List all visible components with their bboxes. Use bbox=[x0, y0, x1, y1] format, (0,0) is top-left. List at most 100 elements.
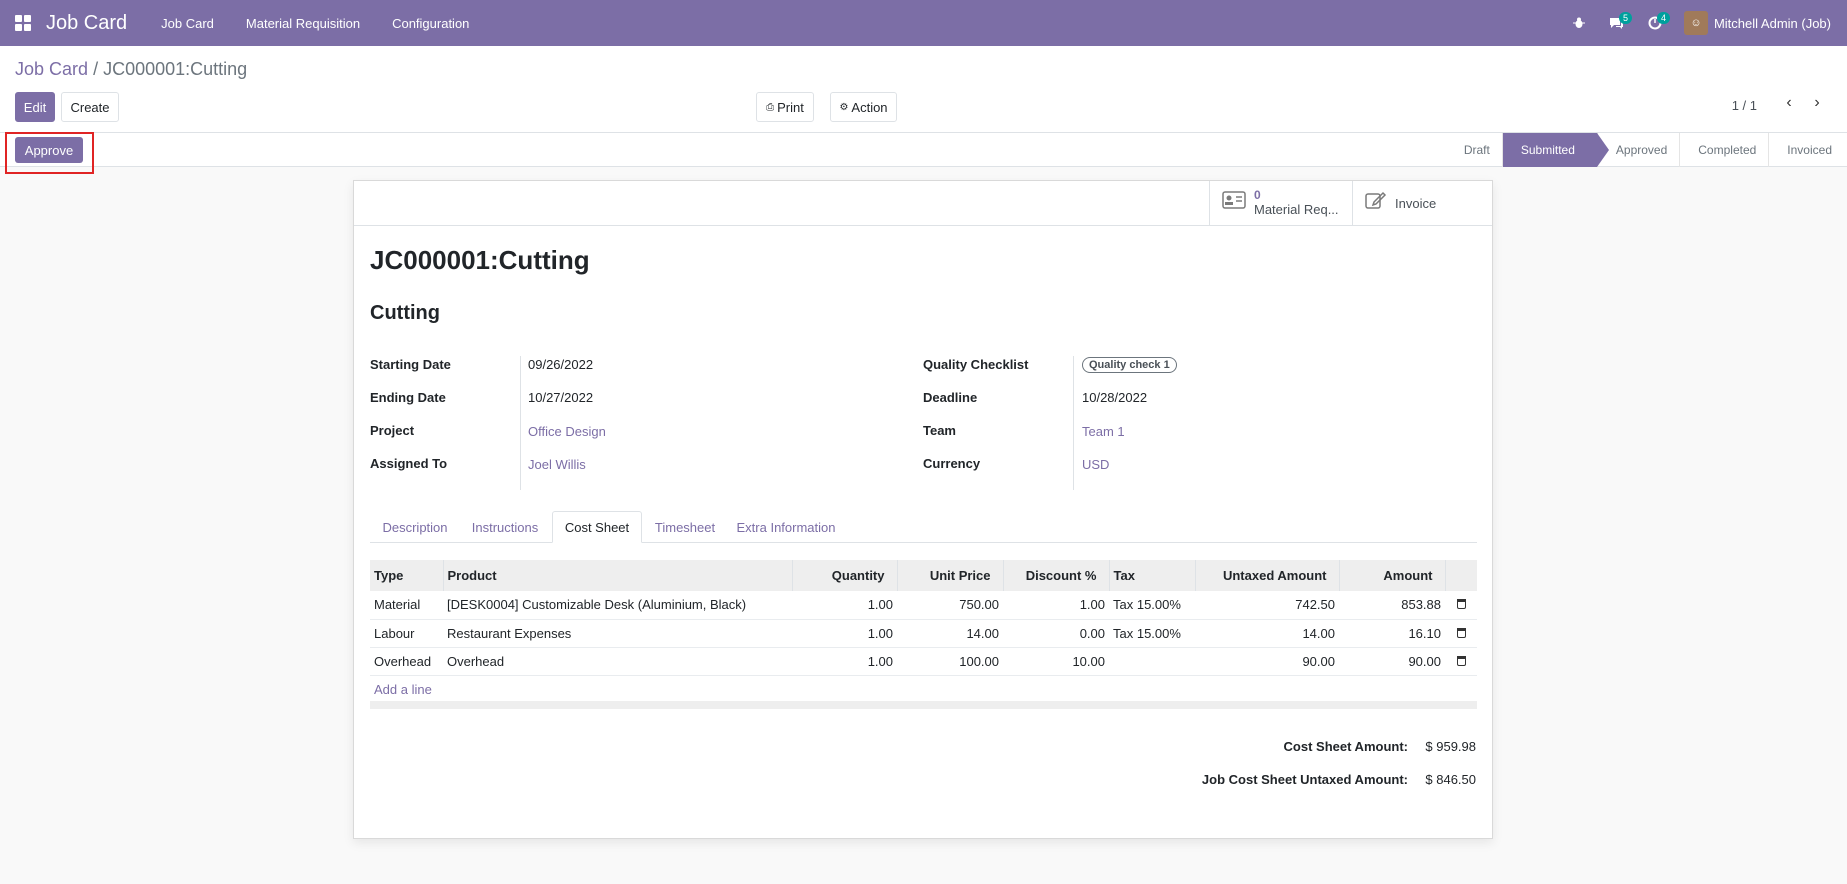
starting-date-label: Starting Date bbox=[370, 357, 451, 372]
cell-quantity: 1.00 bbox=[792, 647, 897, 676]
column-header-tax[interactable]: Tax bbox=[1109, 560, 1196, 591]
invoice-smart-button[interactable]: Invoice bbox=[1352, 181, 1493, 225]
pager-next-icon[interactable]: › bbox=[1814, 94, 1820, 111]
cell-quantity: 1.00 bbox=[792, 619, 897, 648]
material-requisition-label: Material Req... bbox=[1254, 202, 1339, 217]
edit-button[interactable]: Edit bbox=[15, 92, 55, 122]
app-title[interactable]: Job Card bbox=[46, 11, 128, 34]
material-requisition-smart-button[interactable]: 0 Material Req... bbox=[1209, 181, 1352, 225]
form-sheet: 0 Material Req... Invoice JC000001:Cutti… bbox=[353, 180, 1493, 839]
project-label: Project bbox=[370, 423, 415, 438]
action-button[interactable]: ⚙ Action bbox=[830, 92, 897, 122]
column-header-discount[interactable]: Discount % bbox=[1003, 560, 1110, 591]
top-navbar: Job Card Job Card Material Requisition C… bbox=[0, 0, 1847, 46]
cost-sheet-amount-value: $ 959.98 bbox=[1425, 739, 1476, 754]
trash-icon bbox=[1456, 627, 1466, 638]
stage-submitted[interactable]: Submitted bbox=[1502, 133, 1609, 167]
stage-completed[interactable]: Completed bbox=[1680, 133, 1770, 167]
cell-product: Overhead bbox=[443, 647, 792, 676]
team-field[interactable]: Team 1 bbox=[1082, 424, 1125, 439]
cell-amount: 16.10 bbox=[1339, 619, 1445, 648]
cell-tax: Tax 15.00% bbox=[1109, 591, 1195, 620]
table-row[interactable]: Overhead Overhead 1.00 100.00 10.00 90.0… bbox=[370, 647, 1477, 676]
breadcrumb-current: JC000001:Cutting bbox=[103, 59, 248, 79]
activities-icon[interactable]: 4 bbox=[1636, 0, 1674, 46]
breadcrumb-parent[interactable]: Job Card bbox=[15, 59, 89, 79]
smart-button-box: 0 Material Req... Invoice bbox=[354, 181, 1492, 226]
tab-description[interactable]: Description bbox=[382, 519, 448, 535]
add-a-line-link[interactable]: Add a line bbox=[374, 681, 432, 697]
untaxed-amount-label: Job Cost Sheet Untaxed Amount: bbox=[1201, 772, 1408, 787]
cell-untaxed-amount: 14.00 bbox=[1195, 619, 1339, 648]
user-name: Mitchell Admin (Job) bbox=[1713, 15, 1831, 31]
print-label: Print bbox=[777, 99, 804, 115]
deadline-field[interactable]: 10/28/2022 bbox=[1082, 390, 1148, 405]
table-row[interactable]: Labour Restaurant Expenses 1.00 14.00 0.… bbox=[370, 619, 1477, 648]
menu-job-card[interactable]: Job Card bbox=[161, 15, 214, 31]
stage-invoiced[interactable]: Invoiced bbox=[1787, 143, 1832, 157]
stage-approved[interactable]: Approved bbox=[1598, 133, 1681, 167]
currency-label: Currency bbox=[923, 456, 981, 471]
column-header-untaxed-amount[interactable]: Untaxed Amount bbox=[1195, 560, 1340, 591]
apps-menu-icon[interactable] bbox=[0, 0, 46, 46]
column-header-quantity[interactable]: Quantity bbox=[792, 560, 898, 591]
menu-configuration[interactable]: Configuration bbox=[392, 15, 470, 31]
column-header-product[interactable]: Product bbox=[443, 560, 793, 591]
cell-amount: 853.88 bbox=[1339, 591, 1445, 620]
currency-field[interactable]: USD bbox=[1082, 457, 1110, 472]
column-header-amount[interactable]: Amount bbox=[1339, 560, 1446, 591]
messages-badge: 5 bbox=[1618, 12, 1632, 24]
cell-type: Labour bbox=[370, 619, 443, 648]
add-line-row: Add a line bbox=[370, 675, 1477, 703]
starting-date-field[interactable]: 09/26/2022 bbox=[528, 357, 594, 372]
stage-draft[interactable]: Draft bbox=[1446, 133, 1503, 167]
cell-discount: 1.00 bbox=[1003, 591, 1109, 620]
delete-row-button[interactable] bbox=[1445, 591, 1477, 620]
cell-product: Restaurant Expenses bbox=[443, 619, 792, 648]
create-button[interactable]: Create bbox=[61, 92, 119, 122]
column-header-type[interactable]: Type bbox=[370, 560, 444, 591]
cell-product: [DESK0004] Customizable Desk (Aluminium,… bbox=[443, 591, 792, 620]
approve-button[interactable]: Approve bbox=[15, 137, 83, 163]
menu-material-requisition[interactable]: Material Requisition bbox=[245, 15, 361, 31]
cell-quantity: 1.00 bbox=[792, 591, 897, 620]
column-header-delete bbox=[1445, 560, 1477, 591]
cell-untaxed-amount: 742.50 bbox=[1195, 591, 1339, 620]
quality-check-tag[interactable]: Quality check 1 bbox=[1082, 357, 1177, 373]
messages-icon[interactable]: 5 bbox=[1598, 0, 1636, 46]
material-requisition-count: 0 bbox=[1254, 188, 1261, 202]
delete-row-button[interactable] bbox=[1445, 647, 1477, 676]
cell-type: Material bbox=[370, 591, 443, 620]
untaxed-amount-value: $ 846.50 bbox=[1425, 772, 1476, 787]
delete-row-button[interactable] bbox=[1445, 619, 1477, 648]
deadline-label: Deadline bbox=[923, 390, 978, 405]
bug-icon[interactable] bbox=[1560, 0, 1598, 46]
cell-tax: Tax 15.00% bbox=[1109, 619, 1195, 648]
assigned-to-label: Assigned To bbox=[370, 456, 448, 471]
column-header-unit-price[interactable]: Unit Price bbox=[897, 560, 1004, 591]
print-button[interactable]: ⎙ Print bbox=[756, 92, 814, 122]
trash-icon bbox=[1456, 599, 1466, 610]
stage-pipeline: Draft Submitted Approved Completed Invoi… bbox=[1446, 133, 1847, 167]
table-row[interactable]: Material [DESK0004] Customizable Desk (A… bbox=[370, 591, 1477, 620]
print-icon: ⎙ bbox=[766, 101, 775, 113]
team-label: Team bbox=[923, 423, 956, 438]
assigned-to-field[interactable]: Joel Willis bbox=[528, 457, 586, 472]
job-card-subtitle: Cutting bbox=[370, 302, 440, 324]
pager-previous-icon[interactable]: ‹ bbox=[1786, 94, 1792, 111]
tab-timesheet[interactable]: Timesheet bbox=[654, 519, 716, 535]
cell-discount: 0.00 bbox=[1003, 619, 1109, 648]
breadcrumb: Job Card / JC000001:Cutting bbox=[15, 59, 247, 80]
user-menu[interactable]: ☺ Mitchell Admin (Job) bbox=[1674, 11, 1847, 35]
breadcrumb-separator: / bbox=[93, 59, 99, 79]
notebook-tabs: Description Instructions Cost Sheet Time… bbox=[370, 511, 1477, 543]
tab-cost-sheet[interactable]: Cost Sheet bbox=[552, 511, 642, 543]
tab-instructions[interactable]: Instructions bbox=[471, 519, 539, 535]
pager-value[interactable]: 1 / 1 bbox=[1731, 98, 1757, 113]
quality-checklist-label: Quality Checklist bbox=[923, 357, 1029, 372]
approve-highlight-box bbox=[5, 132, 94, 174]
ending-date-field[interactable]: 10/27/2022 bbox=[528, 390, 594, 405]
tab-extra-information[interactable]: Extra Information bbox=[736, 519, 836, 535]
project-field[interactable]: Office Design bbox=[528, 424, 606, 439]
action-label: Action bbox=[851, 99, 888, 115]
